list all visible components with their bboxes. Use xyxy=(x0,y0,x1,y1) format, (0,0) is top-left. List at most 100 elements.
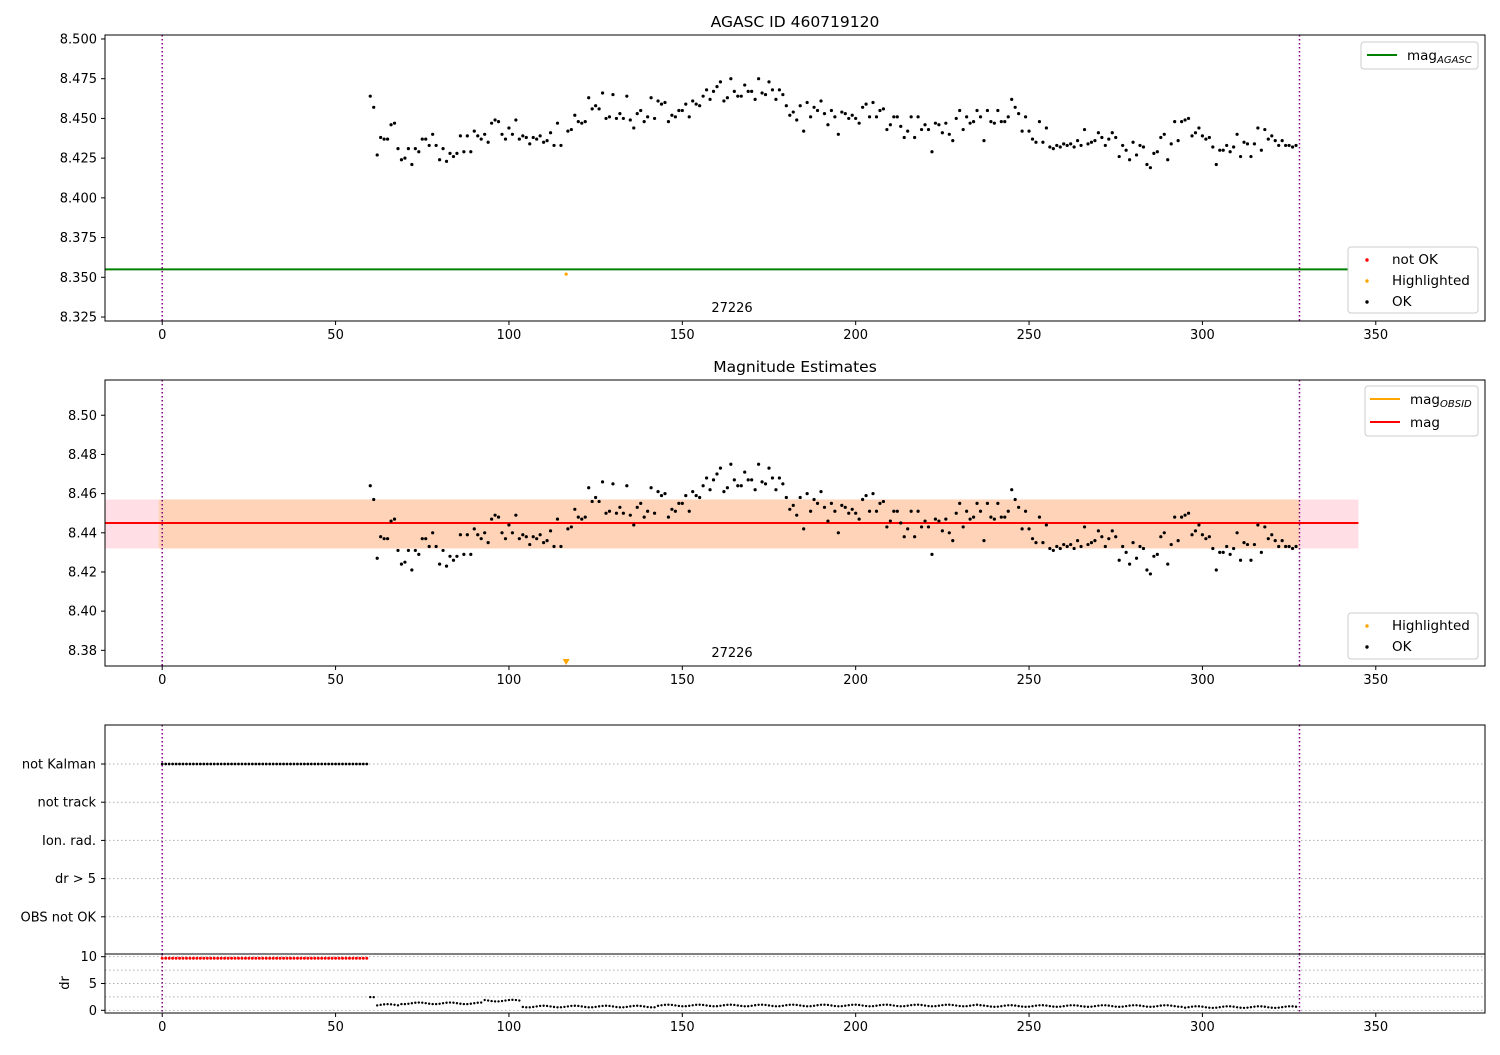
dr-point xyxy=(584,1005,587,1009)
ok-point xyxy=(1176,539,1180,543)
panel2-ytick-label: 8.42 xyxy=(68,565,97,580)
ok-point xyxy=(1148,166,1153,170)
ok-point xyxy=(1259,550,1263,554)
ok-point xyxy=(524,535,528,539)
ok-point xyxy=(389,519,393,523)
dr-point xyxy=(805,1005,809,1008)
ok-point xyxy=(483,132,487,136)
dr-point xyxy=(452,1001,455,1004)
ok-point xyxy=(670,113,674,117)
ok-point xyxy=(902,535,906,539)
ok-point xyxy=(829,108,834,113)
ok-point xyxy=(913,135,917,140)
ok-point xyxy=(1093,539,1097,543)
panel4-xtick-label: 200 xyxy=(843,1020,868,1035)
ok-point xyxy=(1280,139,1284,143)
ok-point xyxy=(704,476,709,480)
ok-point xyxy=(781,482,785,486)
ok-point xyxy=(708,488,712,492)
panel1-plot-area[interactable] xyxy=(105,35,1359,321)
ok-point xyxy=(1082,127,1087,132)
ok-point xyxy=(864,102,868,106)
dr-point xyxy=(913,1003,916,1006)
ok-point xyxy=(597,107,601,111)
ok-point xyxy=(774,97,778,101)
ok-point xyxy=(1048,145,1052,149)
panel2-xtick-label: 200 xyxy=(843,673,868,688)
ok-point xyxy=(635,112,639,116)
dr-high-point xyxy=(299,956,303,960)
ok-point xyxy=(1162,531,1166,535)
ok-point xyxy=(490,121,494,125)
flag-not-kalman-point xyxy=(230,762,233,766)
dr-high-point xyxy=(240,956,244,960)
panel1-title: AGASC ID 460719120 xyxy=(711,13,880,31)
ok-point xyxy=(947,531,951,535)
ok-point xyxy=(590,499,594,504)
ok-point xyxy=(1173,119,1177,124)
dr-point xyxy=(757,1003,760,1007)
ok-point xyxy=(954,511,958,515)
dr-point xyxy=(923,1004,927,1007)
ok-point xyxy=(677,501,681,506)
ok-point xyxy=(465,533,469,537)
ok-point xyxy=(1141,546,1146,551)
ok-point xyxy=(1256,126,1260,130)
dr-point xyxy=(771,1004,774,1008)
dr-point xyxy=(577,1004,580,1008)
panel4-plot-area[interactable] xyxy=(105,954,1485,1013)
panel2-plot-area[interactable] xyxy=(105,380,1359,666)
panel2-legend-mag: magOBSID mag xyxy=(1364,385,1479,437)
ok-point xyxy=(649,486,653,490)
dr-point xyxy=(480,1001,483,1004)
dr-point xyxy=(1034,1004,1038,1007)
ok-point xyxy=(424,537,428,541)
ok-point xyxy=(1055,143,1059,148)
ok-point xyxy=(684,102,688,106)
dr-point xyxy=(1291,1005,1294,1008)
dr-point xyxy=(629,1005,632,1008)
ok-point xyxy=(597,499,601,504)
panel3-plot-area[interactable] xyxy=(105,725,1485,954)
ok-point xyxy=(992,517,996,521)
ok-point xyxy=(1290,145,1295,149)
dr-point xyxy=(604,1004,608,1007)
panel2-xtick-label: 100 xyxy=(497,673,522,688)
dr-point xyxy=(466,1002,469,1006)
flag-not-kalman-point xyxy=(334,762,337,766)
ok-point xyxy=(670,507,674,511)
ok-point xyxy=(649,96,653,100)
dr-point xyxy=(552,1005,556,1009)
ok-point xyxy=(1193,131,1198,135)
ok-point xyxy=(1013,105,1017,109)
flag-not-kalman-point xyxy=(292,762,296,766)
dr-point xyxy=(948,1003,951,1006)
ok-point xyxy=(639,501,643,506)
ok-point xyxy=(1256,523,1260,527)
ok-point xyxy=(718,466,723,470)
ok-point xyxy=(576,119,580,124)
ok-point xyxy=(770,88,775,92)
ok-point xyxy=(985,501,990,506)
dr-point xyxy=(573,1004,577,1007)
ok-point xyxy=(961,127,965,132)
dr-high-point xyxy=(160,956,164,960)
dr-point xyxy=(1083,1005,1086,1008)
ok-point xyxy=(746,89,750,94)
ok-point xyxy=(1228,150,1232,154)
ok-point xyxy=(1051,147,1055,151)
ok-point xyxy=(517,137,521,141)
ok-point xyxy=(857,517,861,521)
ok-point xyxy=(965,115,969,119)
ok-point xyxy=(663,492,667,496)
ok-point xyxy=(788,507,792,511)
ok-point xyxy=(1169,542,1173,547)
flag-not-kalman-point xyxy=(296,762,299,766)
ok-point xyxy=(680,108,684,113)
ok-point xyxy=(888,123,892,127)
ok-point xyxy=(496,119,501,124)
ok-point xyxy=(819,490,823,494)
ok-point xyxy=(542,540,546,545)
dr-point xyxy=(369,995,372,999)
flag-not-kalman-point xyxy=(313,762,317,766)
